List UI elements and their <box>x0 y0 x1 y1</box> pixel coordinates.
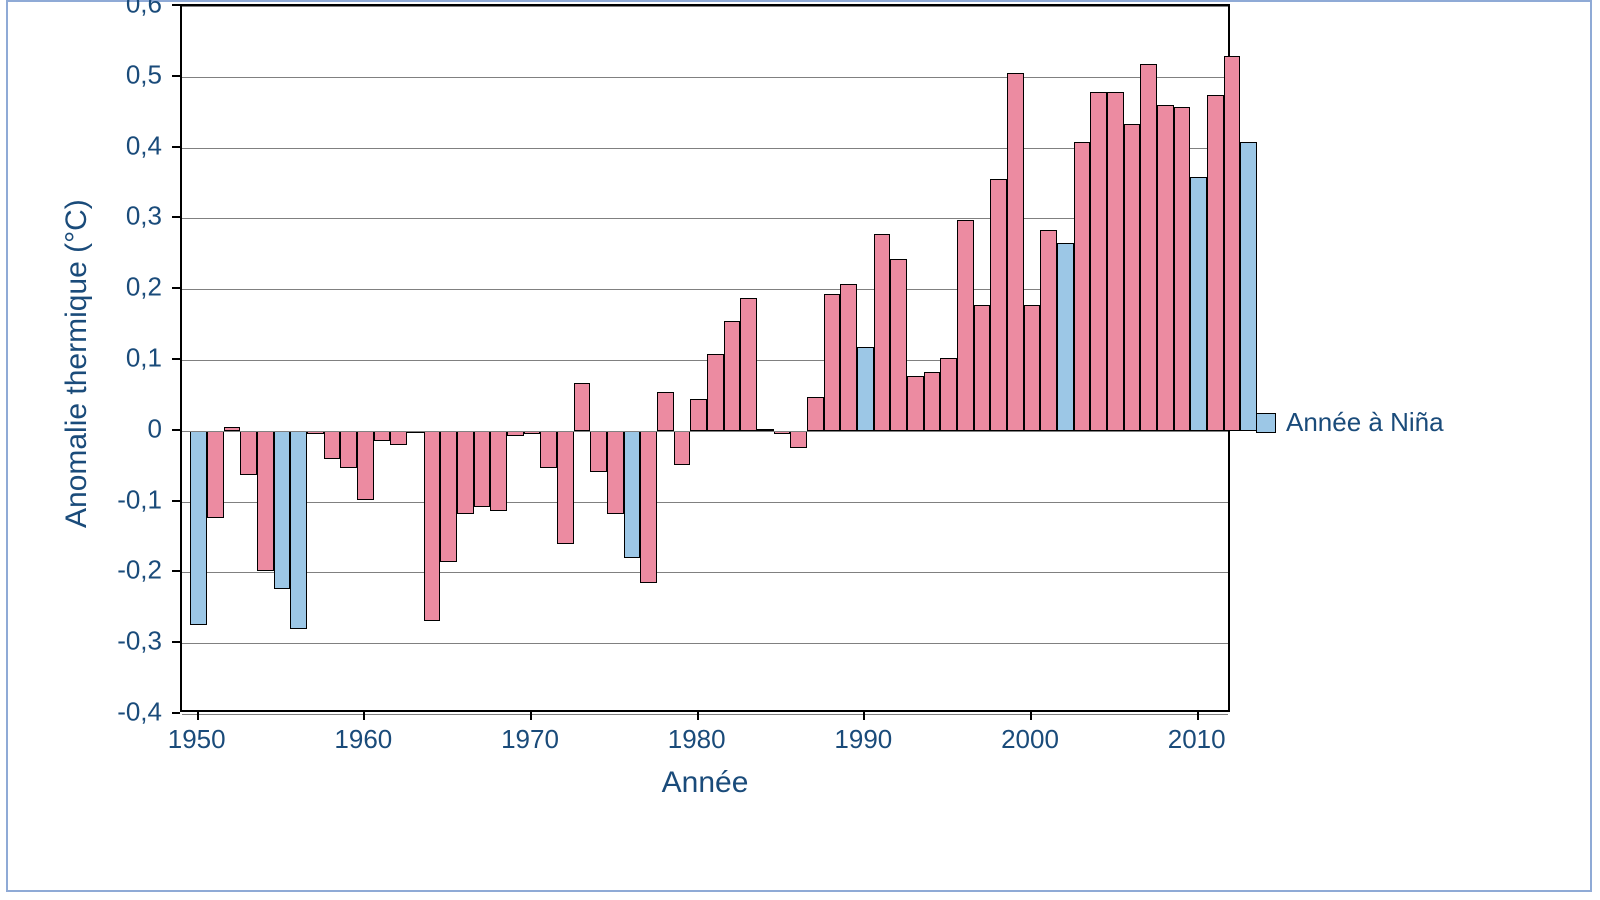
bar-1998 <box>990 179 1007 430</box>
y-tick-label: 0 <box>102 413 162 444</box>
bar-1961 <box>374 431 391 442</box>
bar-1981 <box>707 354 724 430</box>
y-tick-label: 0,1 <box>102 343 162 374</box>
bar-1950 <box>190 431 207 626</box>
bar-2011 <box>1207 95 1224 431</box>
bar-2010 <box>1190 177 1207 430</box>
x-tick-label: 2010 <box>1168 724 1226 755</box>
bar-2012 <box>1224 56 1241 431</box>
y-tick-label: 0,3 <box>102 201 162 232</box>
bar-1974 <box>590 431 607 472</box>
bar-1972 <box>557 431 574 544</box>
bar-1966 <box>457 431 474 515</box>
bar-1975 <box>607 431 624 515</box>
y-tick-label: -0,2 <box>102 555 162 586</box>
bar-1954 <box>257 431 274 571</box>
bar-1956 <box>290 431 307 629</box>
bar-1971 <box>540 431 557 469</box>
x-tick-label: 1990 <box>834 724 892 755</box>
y-tick-label: 0,4 <box>102 130 162 161</box>
y-tick-label: -0,4 <box>102 697 162 728</box>
bar-1967 <box>474 431 491 507</box>
bar-1980 <box>690 399 707 431</box>
bar-1958 <box>324 431 341 459</box>
x-tick-label: 1980 <box>668 724 726 755</box>
legend-label: Année à Niña <box>1286 407 1444 438</box>
bar-1987 <box>807 397 824 431</box>
bar-1988 <box>824 294 841 431</box>
bar-1997 <box>974 305 991 431</box>
bar-1990 <box>857 347 874 431</box>
bar-1960 <box>357 431 374 500</box>
legend-swatch <box>1256 413 1276 433</box>
bar-1982 <box>724 321 741 431</box>
bar-1964 <box>424 431 441 621</box>
y-tick-label: -0,1 <box>102 484 162 515</box>
y-tick-label: 0,2 <box>102 272 162 303</box>
bar-1959 <box>340 431 357 469</box>
bar-1951 <box>207 431 224 518</box>
bar-1989 <box>840 284 857 431</box>
x-tick-label: 2000 <box>1001 724 1059 755</box>
bar-1996 <box>957 220 974 431</box>
plot-area <box>180 4 1230 712</box>
x-tick-label: 1950 <box>168 724 226 755</box>
bar-2002 <box>1057 243 1074 431</box>
y-axis-title: Anomalie thermique (°C) <box>60 199 94 528</box>
bar-2013 <box>1240 142 1257 431</box>
bar-1962 <box>390 431 407 445</box>
legend: Année à Niña <box>1256 407 1444 438</box>
bar-1973 <box>574 383 591 431</box>
bar-1992 <box>890 259 907 431</box>
bar-1979 <box>674 431 691 465</box>
bar-2004 <box>1090 92 1107 430</box>
bar-2006 <box>1124 124 1141 431</box>
bar-1978 <box>657 392 674 431</box>
bar-1953 <box>240 431 257 476</box>
x-tick-label: 1960 <box>334 724 392 755</box>
x-tick-label: 1970 <box>501 724 559 755</box>
bar-1994 <box>924 372 941 431</box>
y-tick-label: -0,3 <box>102 626 162 657</box>
bar-2007 <box>1140 64 1157 431</box>
chart-frame: -0,4 -0,3 -0,2 -0,1 0 0,1 0,2 0,3 0,4 0,5 0,6 1950… <box>6 0 1592 892</box>
bar-1993 <box>907 376 924 431</box>
bar-1999 <box>1007 73 1024 431</box>
bar-2009 <box>1174 107 1191 431</box>
y-tick-label: 0,5 <box>102 59 162 90</box>
bar-2001 <box>1040 230 1057 430</box>
bar-1977 <box>640 431 657 583</box>
bar-1968 <box>490 431 507 511</box>
bar-2003 <box>1074 142 1091 431</box>
bar-1991 <box>874 234 891 431</box>
bar-1986 <box>790 431 807 449</box>
bar-1995 <box>940 358 957 431</box>
y-tick-label: 0,6 <box>102 0 162 20</box>
bar-2005 <box>1107 92 1124 430</box>
bar-2008 <box>1157 105 1174 431</box>
bar-1976 <box>624 431 641 558</box>
x-axis-title: Année <box>180 766 1230 800</box>
bar-1965 <box>440 431 457 562</box>
bar-1983 <box>740 298 757 431</box>
bar-2000 <box>1024 305 1041 431</box>
bar-1955 <box>274 431 291 589</box>
